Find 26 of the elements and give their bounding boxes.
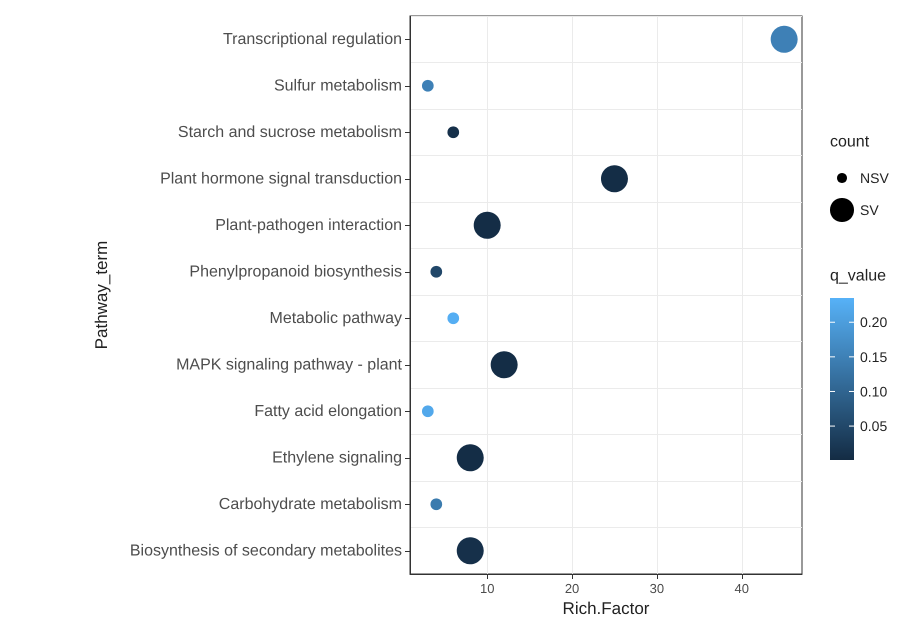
y-tick-label: Phenylpropanoid biosynthesis <box>189 263 402 280</box>
y-tick-label: Metabolic pathway <box>269 310 402 327</box>
color-bar-title: q_value <box>830 268 886 284</box>
y-axis-title: Pathway_term <box>92 240 111 350</box>
color-bar-label: 0.05 <box>860 418 888 434</box>
y-tick-label: Plant-pathogen interaction <box>215 216 402 234</box>
x-tick-label: 40 <box>734 581 749 596</box>
y-tick-label: Sulfur metabolism <box>274 77 402 94</box>
y-tick-label: Ethylene signaling <box>272 449 402 466</box>
x-tick-label: 20 <box>564 581 580 596</box>
y-tick-label: MAPK signaling pathway - plant <box>176 356 403 374</box>
color-bar-label: 0.15 <box>860 348 888 365</box>
y-tick-label: Biosynthesis of secondary metabolites <box>130 542 402 560</box>
y-tick-label: Transcriptional regulation <box>222 30 402 48</box>
color-bar-label: 0.10 <box>860 383 888 400</box>
y-tick-label: Plant hormone signal transduction <box>160 170 402 188</box>
x-tick-label: 30 <box>650 581 664 596</box>
x-tick-label: 10 <box>480 581 494 596</box>
legend-title: count <box>830 134 870 150</box>
y-tick-label: Carbohydrate metabolism <box>218 496 402 513</box>
y-tick-label: Starch and sucrose metabolism <box>178 124 402 141</box>
x-axis-title: Rich.Factor <box>562 598 650 618</box>
text: NSV <box>860 169 889 187</box>
y-tick-label: Fatty acid elongation <box>254 402 402 420</box>
text: SV <box>860 201 879 219</box>
color-bar-label: 0.20 <box>860 314 888 330</box>
